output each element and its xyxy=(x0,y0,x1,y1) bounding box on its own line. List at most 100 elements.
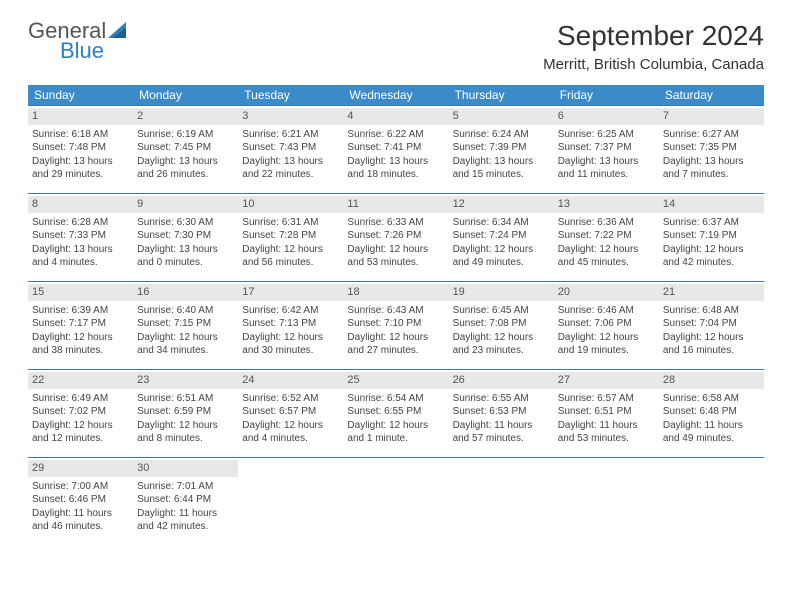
calendar-day-cell: 17Sunrise: 6:42 AMSunset: 7:13 PMDayligh… xyxy=(238,282,343,370)
sunrise-line: Sunrise: 6:51 AM xyxy=(137,392,234,406)
sunset-line: Sunset: 6:57 PM xyxy=(242,405,339,419)
daylight-line: Daylight: 12 hours and 34 minutes. xyxy=(137,331,234,358)
day-number: 15 xyxy=(28,284,133,301)
day-number: 1 xyxy=(28,108,133,125)
sunset-line: Sunset: 7:33 PM xyxy=(32,229,129,243)
sunset-line: Sunset: 7:19 PM xyxy=(663,229,760,243)
daylight-line: Daylight: 11 hours and 53 minutes. xyxy=(558,419,655,446)
sunset-line: Sunset: 6:55 PM xyxy=(347,405,444,419)
daylight-line: Daylight: 12 hours and 1 minute. xyxy=(347,419,444,446)
sunrise-line: Sunrise: 6:30 AM xyxy=(137,216,234,230)
daylight-line: Daylight: 13 hours and 29 minutes. xyxy=(32,155,129,182)
calendar-day-cell: 12Sunrise: 6:34 AMSunset: 7:24 PMDayligh… xyxy=(449,194,554,282)
sunset-line: Sunset: 7:04 PM xyxy=(663,317,760,331)
weekday-header: Tuesday xyxy=(238,85,343,106)
daylight-line: Daylight: 12 hours and 56 minutes. xyxy=(242,243,339,270)
sunrise-line: Sunrise: 6:25 AM xyxy=(558,128,655,142)
daylight-line: Daylight: 13 hours and 22 minutes. xyxy=(242,155,339,182)
day-number: 3 xyxy=(238,108,343,125)
sunrise-line: Sunrise: 6:34 AM xyxy=(453,216,550,230)
month-title: September 2024 xyxy=(543,20,764,52)
day-number: 25 xyxy=(343,372,448,389)
weekday-header: Friday xyxy=(554,85,659,106)
sunrise-line: Sunrise: 6:19 AM xyxy=(137,128,234,142)
calendar-empty-cell xyxy=(554,458,659,546)
sunset-line: Sunset: 7:30 PM xyxy=(137,229,234,243)
daylight-line: Daylight: 13 hours and 26 minutes. xyxy=(137,155,234,182)
daylight-line: Daylight: 12 hours and 19 minutes. xyxy=(558,331,655,358)
daylight-line: Daylight: 12 hours and 45 minutes. xyxy=(558,243,655,270)
sunset-line: Sunset: 7:39 PM xyxy=(453,141,550,155)
daylight-line: Daylight: 12 hours and 23 minutes. xyxy=(453,331,550,358)
sunset-line: Sunset: 7:06 PM xyxy=(558,317,655,331)
calendar-day-cell: 2Sunrise: 6:19 AMSunset: 7:45 PMDaylight… xyxy=(133,106,238,194)
weekday-header: Thursday xyxy=(449,85,554,106)
sunrise-line: Sunrise: 6:54 AM xyxy=(347,392,444,406)
sunrise-line: Sunrise: 6:55 AM xyxy=(453,392,550,406)
calendar-empty-cell xyxy=(343,458,448,546)
sunrise-line: Sunrise: 6:57 AM xyxy=(558,392,655,406)
daylight-line: Daylight: 13 hours and 11 minutes. xyxy=(558,155,655,182)
daylight-line: Daylight: 13 hours and 0 minutes. xyxy=(137,243,234,270)
day-number: 28 xyxy=(659,372,764,389)
sunset-line: Sunset: 7:15 PM xyxy=(137,317,234,331)
sunset-line: Sunset: 7:26 PM xyxy=(347,229,444,243)
sunrise-line: Sunrise: 6:21 AM xyxy=(242,128,339,142)
sunrise-line: Sunrise: 6:46 AM xyxy=(558,304,655,318)
day-number: 24 xyxy=(238,372,343,389)
sunrise-line: Sunrise: 6:24 AM xyxy=(453,128,550,142)
day-number: 5 xyxy=(449,108,554,125)
sunrise-line: Sunrise: 6:45 AM xyxy=(453,304,550,318)
sunrise-line: Sunrise: 6:37 AM xyxy=(663,216,760,230)
calendar-week-row: 1Sunrise: 6:18 AMSunset: 7:48 PMDaylight… xyxy=(28,106,764,194)
daylight-line: Daylight: 13 hours and 4 minutes. xyxy=(32,243,129,270)
sunset-line: Sunset: 6:44 PM xyxy=(137,493,234,507)
calendar-day-cell: 27Sunrise: 6:57 AMSunset: 6:51 PMDayligh… xyxy=(554,370,659,458)
daylight-line: Daylight: 11 hours and 57 minutes. xyxy=(453,419,550,446)
daylight-line: Daylight: 11 hours and 42 minutes. xyxy=(137,507,234,534)
page-header: General Blue September 2024 Merritt, Bri… xyxy=(28,20,764,73)
sunrise-line: Sunrise: 6:40 AM xyxy=(137,304,234,318)
daylight-line: Daylight: 13 hours and 18 minutes. xyxy=(347,155,444,182)
sunset-line: Sunset: 7:45 PM xyxy=(137,141,234,155)
sunset-line: Sunset: 7:35 PM xyxy=(663,141,760,155)
day-number: 14 xyxy=(659,196,764,213)
brand-sail-icon xyxy=(108,22,130,40)
calendar-day-cell: 10Sunrise: 6:31 AMSunset: 7:28 PMDayligh… xyxy=(238,194,343,282)
calendar-day-cell: 3Sunrise: 6:21 AMSunset: 7:43 PMDaylight… xyxy=(238,106,343,194)
sunrise-line: Sunrise: 7:01 AM xyxy=(137,480,234,494)
day-number: 6 xyxy=(554,108,659,125)
calendar-day-cell: 30Sunrise: 7:01 AMSunset: 6:44 PMDayligh… xyxy=(133,458,238,546)
daylight-line: Daylight: 12 hours and 27 minutes. xyxy=(347,331,444,358)
daylight-line: Daylight: 12 hours and 4 minutes. xyxy=(242,419,339,446)
calendar-day-cell: 18Sunrise: 6:43 AMSunset: 7:10 PMDayligh… xyxy=(343,282,448,370)
sunrise-line: Sunrise: 6:31 AM xyxy=(242,216,339,230)
calendar-day-cell: 19Sunrise: 6:45 AMSunset: 7:08 PMDayligh… xyxy=(449,282,554,370)
daylight-line: Daylight: 13 hours and 15 minutes. xyxy=(453,155,550,182)
day-number: 23 xyxy=(133,372,238,389)
sunrise-line: Sunrise: 6:43 AM xyxy=(347,304,444,318)
calendar-empty-cell xyxy=(659,458,764,546)
day-number: 19 xyxy=(449,284,554,301)
sunset-line: Sunset: 6:48 PM xyxy=(663,405,760,419)
weekday-header: Wednesday xyxy=(343,85,448,106)
calendar-day-cell: 15Sunrise: 6:39 AMSunset: 7:17 PMDayligh… xyxy=(28,282,133,370)
calendar-day-cell: 14Sunrise: 6:37 AMSunset: 7:19 PMDayligh… xyxy=(659,194,764,282)
sunset-line: Sunset: 7:41 PM xyxy=(347,141,444,155)
calendar-day-cell: 23Sunrise: 6:51 AMSunset: 6:59 PMDayligh… xyxy=(133,370,238,458)
calendar-week-row: 8Sunrise: 6:28 AMSunset: 7:33 PMDaylight… xyxy=(28,194,764,282)
calendar-week-row: 29Sunrise: 7:00 AMSunset: 6:46 PMDayligh… xyxy=(28,458,764,546)
sunset-line: Sunset: 7:10 PM xyxy=(347,317,444,331)
daylight-line: Daylight: 12 hours and 16 minutes. xyxy=(663,331,760,358)
sunset-line: Sunset: 6:53 PM xyxy=(453,405,550,419)
day-number: 8 xyxy=(28,196,133,213)
day-number: 12 xyxy=(449,196,554,213)
sunrise-line: Sunrise: 6:36 AM xyxy=(558,216,655,230)
sunset-line: Sunset: 7:28 PM xyxy=(242,229,339,243)
sunrise-line: Sunrise: 6:52 AM xyxy=(242,392,339,406)
calendar-day-cell: 8Sunrise: 6:28 AMSunset: 7:33 PMDaylight… xyxy=(28,194,133,282)
calendar-day-cell: 1Sunrise: 6:18 AMSunset: 7:48 PMDaylight… xyxy=(28,106,133,194)
calendar-day-cell: 21Sunrise: 6:48 AMSunset: 7:04 PMDayligh… xyxy=(659,282,764,370)
sunset-line: Sunset: 7:22 PM xyxy=(558,229,655,243)
calendar-day-cell: 5 Sunrise: 6:24 AMSunset: 7:39 PMDaylight… xyxy=(449,106,554,194)
